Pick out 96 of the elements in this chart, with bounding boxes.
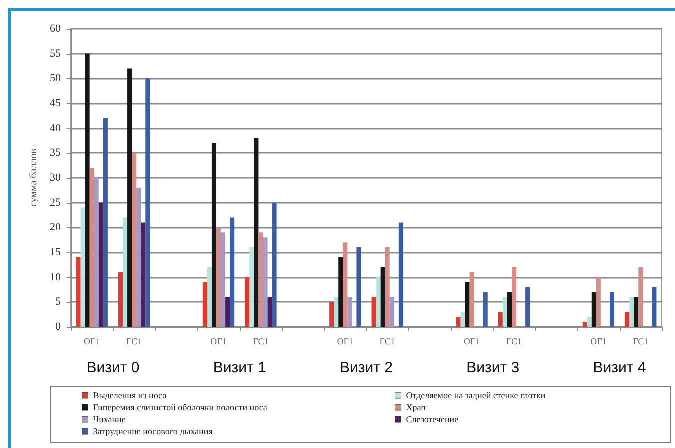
bar [592,292,596,327]
y-tick-label: 0 [56,321,62,333]
bar [202,282,208,327]
bar [330,302,334,327]
bar [118,272,124,327]
bar [94,178,99,327]
bar [372,297,376,327]
legend-label: Гиперемия слизистой оболочки полости носа [93,402,268,412]
bar [385,248,390,327]
bar [526,287,530,327]
bar [263,238,268,327]
bar [272,202,277,327]
x-tick-label: ГС1 [506,336,522,346]
bar [258,232,264,327]
bar [502,297,508,327]
bar [390,297,394,327]
bar [507,292,512,327]
bar [348,297,352,327]
bar [230,218,235,327]
bar [470,272,474,327]
bar [123,218,128,327]
legend-label: Чихание [93,414,126,424]
bar [98,202,104,327]
bar [216,228,222,327]
x-tick-label: ОГ1 [84,336,100,346]
bar [268,297,272,327]
bar [380,267,386,327]
bar [343,242,348,327]
y-tick-label: 50 [50,72,62,85]
y-tick-label: 45 [50,98,62,110]
legend-label: Слезотечение [406,414,459,424]
x-tick-label: ОГ1 [464,336,480,346]
bar [483,292,488,327]
text: Визит 0 [86,360,140,376]
bar [630,297,634,327]
bar [376,277,381,327]
bar [338,257,344,327]
bar [226,297,230,327]
y-tick-label: 30 [50,172,62,184]
x-tick-label: ГС1 [253,336,269,346]
bar [634,297,639,327]
bar [460,312,466,327]
bar [398,222,404,327]
bar [625,312,630,327]
legend-label: Храп [406,402,426,412]
y-tick-label: 40 [50,122,62,134]
text: Визит 3 [466,360,520,376]
bar [596,277,601,327]
bar [250,248,254,327]
x-tick-label: ГС1 [380,336,396,346]
legend-label: Затруднение носового дыхания [93,426,213,436]
bar [85,54,90,327]
bar [254,138,259,327]
bar [136,188,142,327]
bar [132,153,137,327]
y-tick-label: 5 [56,296,62,308]
x-tick-label: ОГ1 [337,336,354,346]
bar [356,248,362,327]
bar [141,222,146,327]
y-tick-label: 10 [50,271,62,284]
y-tick-label: 60 [50,23,62,35]
bar [587,317,592,327]
x-tick-label: ГС1 [126,336,142,346]
bar [128,68,132,327]
bar [512,267,517,327]
bar [212,143,216,327]
x-tick-label: ОГ1 [590,336,607,346]
bar [90,168,94,327]
y-tick-label: 55 [50,48,62,60]
bar [207,267,212,327]
bar [465,282,470,327]
bar [334,297,339,327]
text: Визит 2 [340,360,394,376]
text: Визит 1 [213,360,266,376]
y-tick-label: 20 [50,222,62,234]
text: Визит 4 [593,360,646,376]
bar [610,292,615,327]
y-axis-title: сумма баллов [28,148,40,208]
x-tick-label: ОГ1 [210,336,227,346]
bar [498,312,503,327]
bar [80,208,86,327]
legend-label: Отделяемое на задней стенке глотки [406,390,546,400]
bar [76,257,81,327]
y-tick-label: 15 [50,246,62,258]
bar [146,78,150,327]
legend-label: Выделения из носа [93,390,167,400]
x-tick-label: ГС1 [633,336,649,346]
bar [582,322,588,327]
y-tick-label: 35 [50,147,62,160]
bar [245,277,250,327]
y-tick-label: 25 [50,196,62,209]
bar [103,118,108,327]
bar [638,267,644,327]
bar [652,287,657,327]
bar [456,317,461,327]
bar [221,232,226,327]
